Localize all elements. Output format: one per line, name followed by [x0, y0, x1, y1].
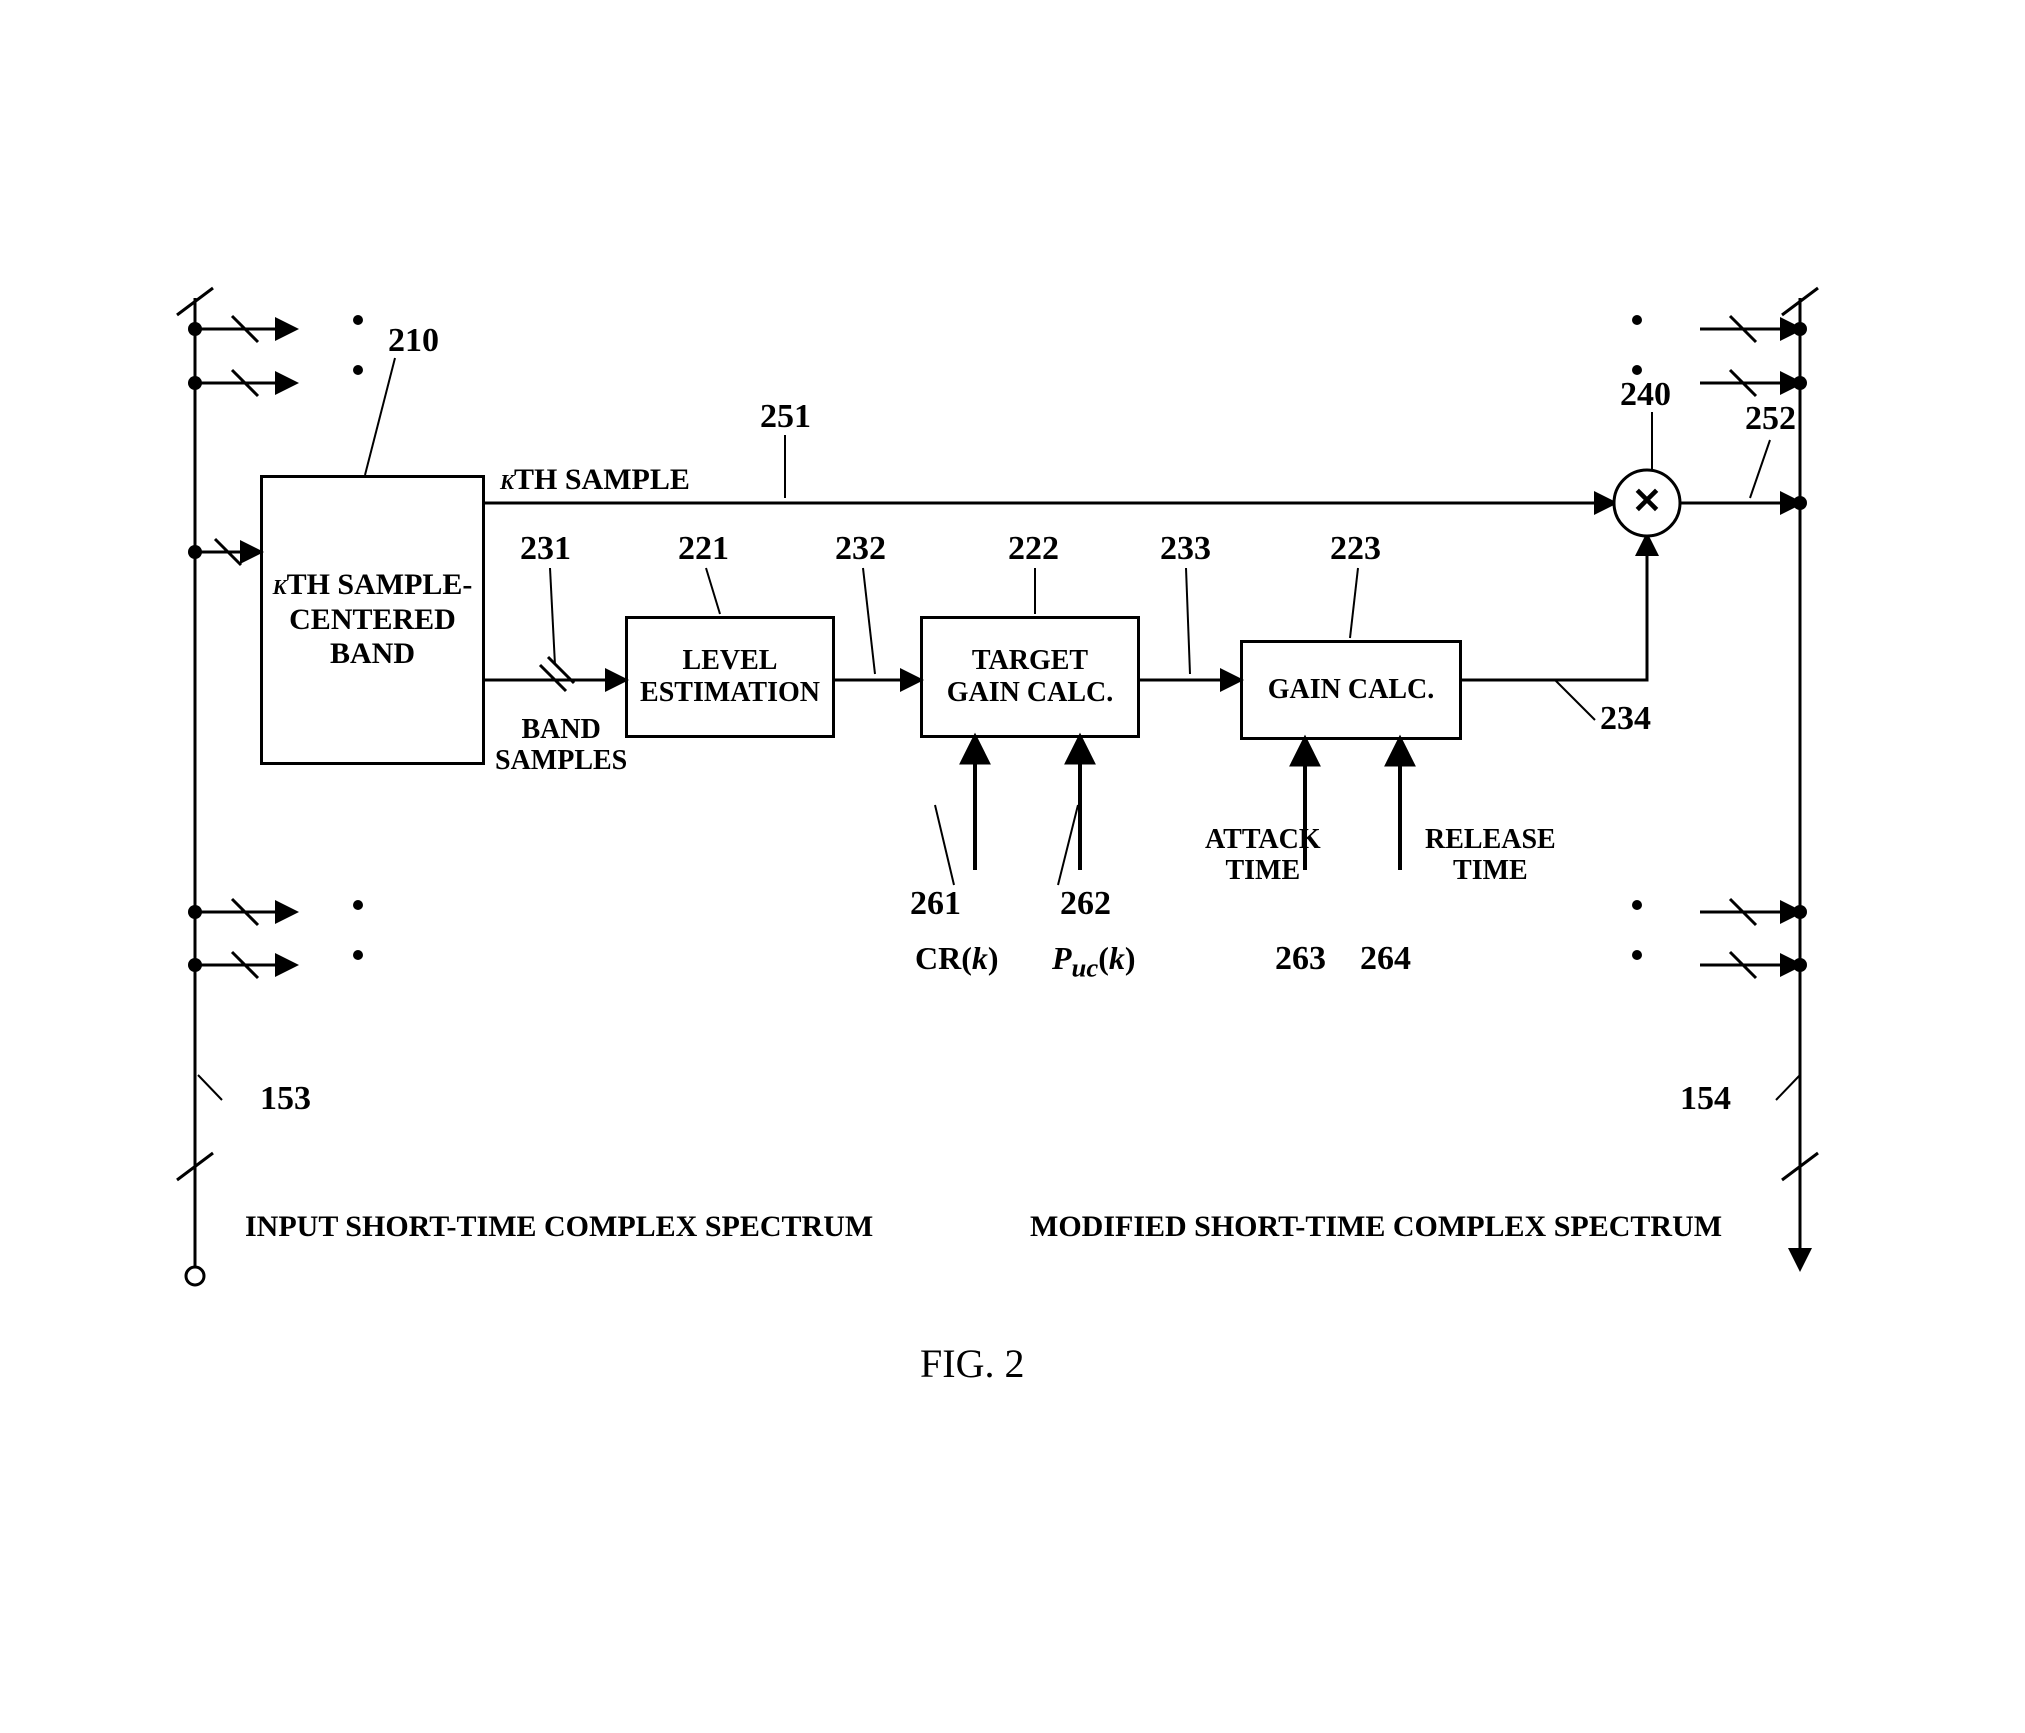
ref-210: 210 — [388, 322, 439, 360]
ref-234: 234 — [1600, 700, 1651, 738]
diagram-canvas: kTH SAMPLE- CENTERED BAND LEVEL ESTIMATI… — [0, 0, 2025, 1733]
ref-231: 231 — [520, 530, 571, 568]
ref-154: 154 — [1680, 1080, 1731, 1118]
ref-251: 251 — [760, 398, 811, 436]
block-band-line1: kTH SAMPLE- — [273, 568, 473, 601]
label-puc-k: Puc(k) — [1052, 940, 1136, 983]
ref-252: 252 — [1745, 400, 1796, 438]
block-band-line2: CENTERED — [289, 603, 456, 636]
label-output-spectrum: MODIFIED SHORT-TIME COMPLEX SPECTRUM — [1030, 1210, 1722, 1244]
multiplier-node: ✕ — [1627, 480, 1667, 522]
figure-caption: FIG. 2 — [920, 1340, 1024, 1387]
wiring-layer — [0, 0, 2025, 1733]
block-level-line2: ESTIMATION — [640, 677, 820, 708]
label-band-samples: BAND SAMPLES — [495, 715, 627, 777]
label-band-samples-l2: SAMPLES — [495, 745, 627, 776]
block-gain-calc: GAIN CALC. — [1240, 640, 1462, 740]
block-target-line1: TARGET — [972, 645, 1088, 676]
ref-153: 153 — [260, 1080, 311, 1118]
label-release-l1: RELEASE — [1425, 824, 1556, 855]
label-release-l2: TIME — [1453, 855, 1528, 886]
block-target-gain-calc: TARGET GAIN CALC. — [920, 616, 1140, 738]
ref-223: 223 — [1330, 530, 1381, 568]
label-cr-k: CR(k) — [915, 940, 999, 977]
block-target-line2: GAIN CALC. — [947, 677, 1113, 708]
block-band: kTH SAMPLE- CENTERED BAND — [260, 475, 485, 765]
ref-222: 222 — [1008, 530, 1059, 568]
ref-221: 221 — [678, 530, 729, 568]
block-gain-line1: GAIN CALC. — [1268, 674, 1434, 706]
block-level-estimation: LEVEL ESTIMATION — [625, 616, 835, 738]
label-attack-l1: ATTACK — [1205, 824, 1321, 855]
ref-232: 232 — [835, 530, 886, 568]
label-input-spectrum: INPUT SHORT-TIME COMPLEX SPECTRUM — [245, 1210, 873, 1244]
ref-261: 261 — [910, 885, 961, 923]
label-band-samples-l1: BAND — [521, 714, 600, 745]
ref-240: 240 — [1620, 376, 1671, 414]
ref-264: 264 — [1360, 940, 1411, 978]
block-level-line1: LEVEL — [683, 645, 778, 676]
label-attack-time: ATTACK TIME — [1205, 825, 1321, 887]
ref-262: 262 — [1060, 885, 1111, 923]
block-band-line3: BAND — [330, 637, 415, 670]
ref-233: 233 — [1160, 530, 1211, 568]
label-release-time: RELEASE TIME — [1425, 825, 1556, 887]
label-kth-sample: kTH SAMPLE — [500, 463, 690, 497]
label-attack-l2: TIME — [1225, 855, 1300, 886]
ref-263: 263 — [1275, 940, 1326, 978]
